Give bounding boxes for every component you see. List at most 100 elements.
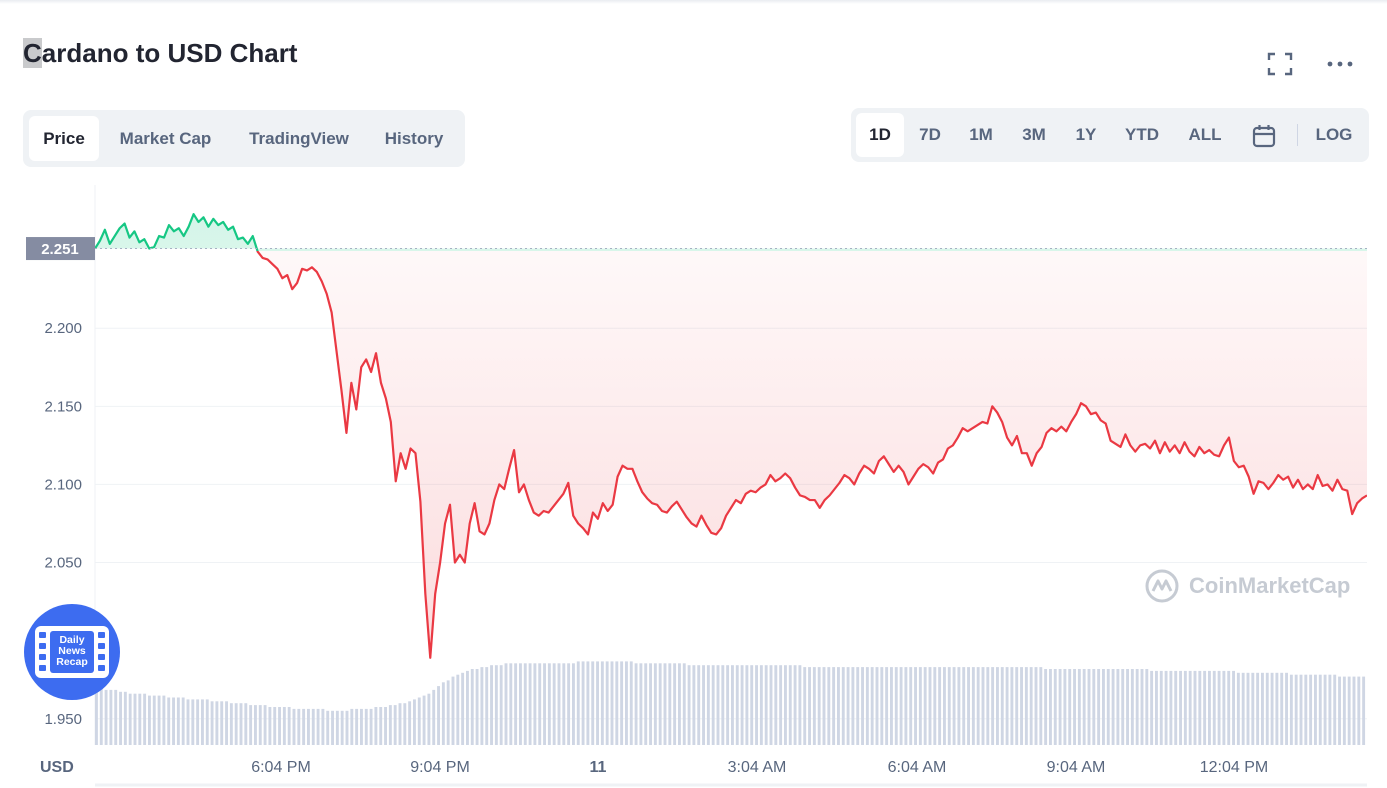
volume-bar [827,667,831,745]
volume-bar [822,667,826,745]
volume-bar [1073,669,1076,745]
volume-bar [1222,670,1226,745]
volume-bar [750,665,754,745]
range-1d[interactable]: 1D [856,113,904,157]
volume-bar [138,693,142,745]
volume-bar [1179,670,1182,745]
volume-bar [133,693,137,745]
range-3m[interactable]: 3M [1022,125,1046,144]
volume-bar [591,661,595,745]
volume-bar [996,667,999,745]
volume-bar [865,667,869,745]
volume-bar [287,707,291,745]
volume-bar [1140,669,1144,745]
volume-bar [340,710,344,745]
volume-bar [962,667,966,745]
daily-news-recap-badge[interactable]: Daily News Recap [24,604,120,700]
volume-bar [562,663,566,745]
volume-bar [1251,672,1255,745]
volume-bar [784,665,787,745]
volume-bar [1289,674,1293,745]
range-separator [1297,124,1298,146]
volume-bar [899,667,903,745]
volume-bar [475,669,479,745]
volume-bar [1121,669,1125,745]
volume-bar [692,665,696,745]
volume-bar [711,665,715,745]
y-tick-label: 2.050 [44,555,82,572]
volume-bar [846,667,850,745]
volume-bar [215,701,219,745]
volume-bar [1299,674,1303,745]
log-scale-toggle[interactable]: LOG [1315,125,1353,144]
volume-bar [808,667,811,745]
volume-bar [1130,669,1134,745]
volume-bar [1068,669,1072,745]
volume-bar [586,661,590,745]
volume-bar [384,707,387,745]
volume-bar [244,703,248,745]
volume-bar [1087,669,1091,745]
volume-bar [379,707,383,745]
volume-bar [297,708,301,745]
volume-bar [408,701,412,745]
volume-bar [490,665,493,745]
range-1m[interactable]: 1M [969,125,993,144]
volume-bar [904,667,908,745]
volume-bar [600,661,604,745]
volume-bar [1333,674,1337,745]
tab-market-cap[interactable]: Market Cap [119,129,212,148]
volume-bar [678,663,681,745]
fullscreen-button[interactable] [1264,50,1296,78]
x-tick-label: 11 [590,759,607,776]
volume-bar [302,708,306,745]
volume-bar [1155,670,1158,745]
volume-bar [1323,674,1327,745]
volume-bar [364,708,368,745]
volume-bar [581,661,585,745]
more-options-button[interactable] [1324,50,1356,78]
volume-bar [369,708,373,745]
volume-bars [95,661,1366,745]
range-1y[interactable]: 1Y [1075,125,1097,144]
volume-bar [273,707,277,745]
price-area [95,214,1367,658]
volume-bar [494,665,498,745]
volume-bar [1347,676,1351,745]
volume-bar [268,707,272,745]
volume-bar [1077,669,1081,745]
volume-bar [104,689,108,745]
volume-bar [321,708,325,745]
volume-bar [191,699,195,745]
range-7d[interactable]: 7D [919,125,941,144]
volume-bar [254,705,257,745]
date-picker-button[interactable] [1251,123,1277,149]
tab-history[interactable]: History [384,129,444,148]
volume-bar [326,710,330,745]
volume-bar [793,665,797,745]
volume-bar [345,710,349,745]
tab-tradingview[interactable]: TradingView [249,129,349,148]
volume-bar [682,663,686,745]
volume-bar [504,663,508,745]
volume-bar [403,703,407,745]
badge-line-2: News [58,645,86,657]
volume-bar [1309,674,1313,745]
volume-bar [157,695,161,745]
volume-bar [1000,667,1004,745]
range-ytd[interactable]: YTD [1125,125,1159,144]
volume-bar [1256,672,1260,745]
badge-line-3: Recap [56,656,88,668]
volume-bar [967,667,970,745]
volume-bar [451,676,455,745]
y-axis-labels: 2.200 2.150 2.100 2.050 1.950 [44,320,82,728]
volume-bar [851,667,855,745]
tab-price[interactable]: Price [29,116,99,161]
volume-bar [634,663,638,745]
price-area-above [95,214,1367,251]
volume-bar [316,708,320,745]
volume-bar [837,667,840,745]
volume-bar [239,703,243,745]
range-all[interactable]: ALL [1188,125,1222,144]
volume-bar [576,661,580,745]
